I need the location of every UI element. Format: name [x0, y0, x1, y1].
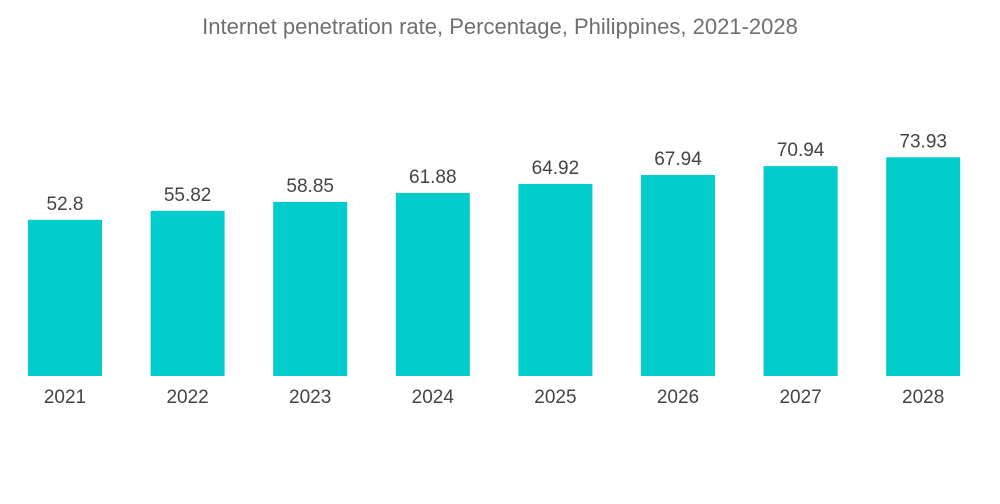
- x-tick-label-2027: 2027: [779, 387, 821, 408]
- bar-2023: [273, 201, 348, 376]
- data-label-2023: 58.85: [286, 176, 334, 197]
- x-tick-label-2025: 2025: [534, 387, 576, 408]
- data-label-2026: 67.94: [654, 149, 702, 170]
- bar-2024: [395, 192, 470, 376]
- x-tick-label-2023: 2023: [289, 387, 331, 408]
- data-label-2028: 73.93: [899, 131, 947, 152]
- x-tick-label-2028: 2028: [902, 387, 944, 408]
- data-label-2027: 70.94: [777, 140, 825, 161]
- bar-2021: [28, 219, 102, 376]
- bar-2026: [641, 175, 715, 376]
- x-tick-label-2021: 2021: [44, 387, 86, 408]
- bar-2025: [518, 183, 593, 376]
- data-label-2022: 55.82: [164, 185, 212, 206]
- bar-2027: [763, 166, 838, 376]
- bar-2028: [886, 157, 961, 376]
- x-tick-label-2022: 2022: [166, 387, 208, 408]
- data-label-2025: 64.92: [532, 158, 580, 179]
- bar-2022: [150, 210, 225, 376]
- x-tick-label-2026: 2026: [657, 387, 699, 408]
- data-label-2021: 52.8: [47, 194, 84, 215]
- data-label-2024: 61.88: [409, 167, 457, 188]
- chart-title: Internet penetration rate, Percentage, P…: [202, 14, 798, 39]
- x-tick-label-2024: 2024: [412, 387, 455, 408]
